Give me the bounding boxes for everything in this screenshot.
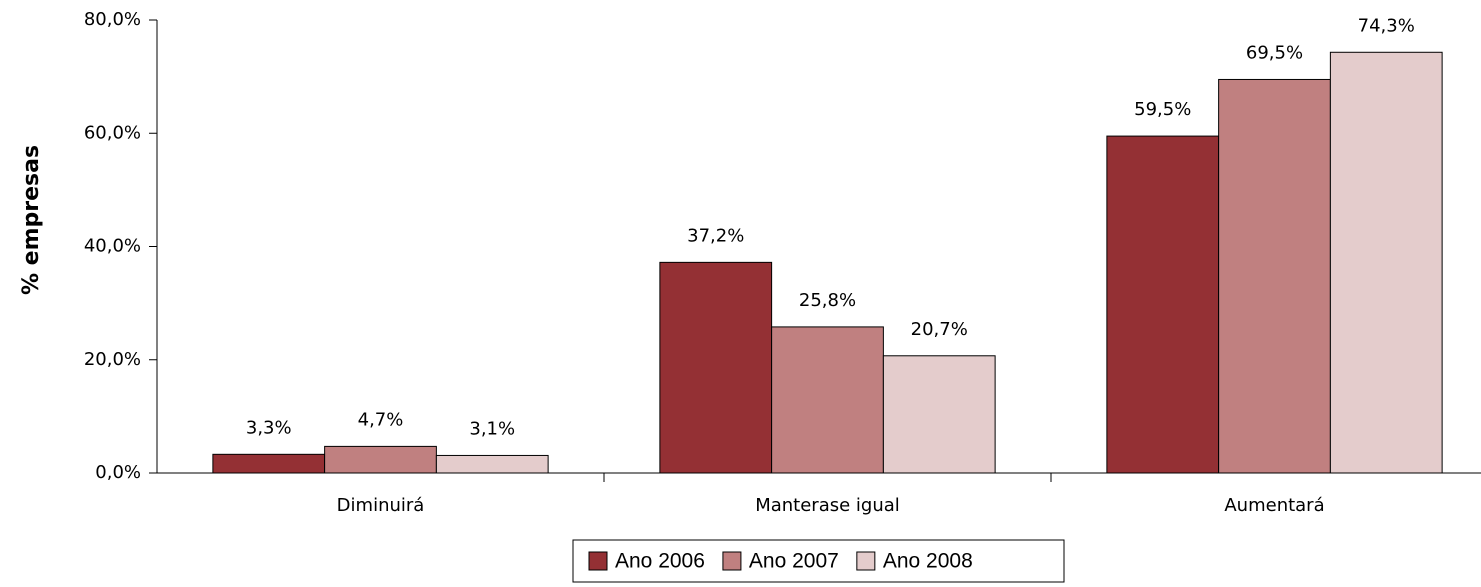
y-tick-label: 40,0%	[84, 236, 141, 257]
bar	[212, 453, 326, 474]
legend-label: Ano 2007	[749, 550, 839, 573]
y-tick-label: 20,0%	[84, 349, 141, 370]
bar	[1329, 51, 1443, 474]
x-tick-label: Manterase igual	[755, 495, 900, 516]
value-label: 69,5%	[1246, 42, 1303, 63]
value-label: 59,5%	[1134, 99, 1191, 120]
value-label: 4,7%	[358, 409, 404, 430]
y-axis-title: % empresas	[19, 145, 44, 295]
value-label: 74,3%	[1358, 15, 1415, 36]
legend-label: Ano 2008	[883, 550, 973, 573]
value-label: 3,3%	[246, 417, 292, 438]
bar	[435, 454, 549, 474]
bar	[771, 326, 884, 474]
x-tick-label: Aumentará	[1224, 495, 1324, 516]
legend: Ano 2006 Ano 2007 Ano 2008	[572, 539, 1065, 583]
legend-label: Ano 2006	[615, 550, 705, 573]
value-label: 37,2%	[687, 225, 744, 246]
value-label: 25,8%	[799, 290, 856, 311]
legend-frame	[572, 539, 1065, 583]
y-tick-label: 80,0%	[84, 9, 141, 30]
legend-swatch	[722, 551, 742, 571]
y-tick-label: 60,0%	[84, 122, 141, 143]
bar	[659, 261, 773, 474]
value-label: 20,7%	[911, 319, 968, 340]
bar	[1106, 135, 1220, 474]
bar	[1218, 78, 1331, 474]
value-label: 3,1%	[469, 418, 515, 439]
legend-swatch	[856, 551, 876, 571]
legend-swatch	[588, 551, 608, 571]
bar	[324, 445, 437, 474]
x-tick-label: Diminuirá	[337, 495, 425, 516]
y-tick-label: 0,0%	[95, 462, 141, 483]
bar	[882, 355, 996, 474]
